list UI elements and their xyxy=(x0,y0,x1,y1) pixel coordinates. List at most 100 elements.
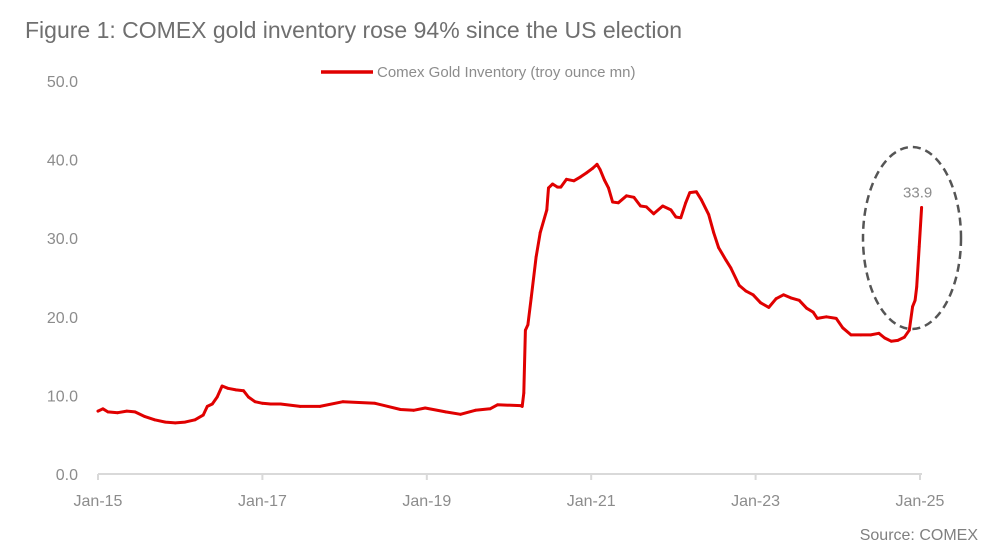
x-tick-label: Jan-23 xyxy=(731,493,780,510)
data-point xyxy=(205,405,209,408)
data-point xyxy=(717,246,720,250)
data-point xyxy=(215,395,219,399)
highlight-ellipse xyxy=(861,145,963,331)
data-point xyxy=(915,285,919,289)
data-point xyxy=(911,305,914,308)
data-point xyxy=(341,400,345,404)
data-point xyxy=(220,384,224,388)
data-point xyxy=(526,323,530,327)
data-point xyxy=(242,389,245,393)
data-point xyxy=(444,410,448,414)
data-point xyxy=(318,405,322,408)
data-point xyxy=(759,301,762,305)
data-point xyxy=(883,336,887,340)
data-point xyxy=(877,331,881,335)
data-point xyxy=(459,412,462,416)
data-point xyxy=(534,255,538,259)
data-point xyxy=(603,178,606,182)
data-point xyxy=(598,168,602,172)
data-point xyxy=(707,213,711,217)
data-point xyxy=(412,408,415,412)
data-point xyxy=(782,293,785,297)
data-point xyxy=(133,410,137,414)
data-point xyxy=(247,395,250,399)
data-point xyxy=(639,204,642,208)
data-point xyxy=(556,185,559,189)
x-tick-label: Jan-21 xyxy=(567,493,616,510)
data-point xyxy=(547,186,550,190)
data-point xyxy=(805,306,808,310)
data-point xyxy=(579,175,582,179)
data-point xyxy=(524,328,527,332)
data-point xyxy=(811,310,815,314)
data-point xyxy=(584,171,588,175)
data-point xyxy=(712,231,716,235)
source-note: Source: COMEX xyxy=(860,527,979,544)
data-point xyxy=(565,177,568,181)
data-point xyxy=(611,200,614,204)
data-point xyxy=(143,415,147,418)
data-point xyxy=(591,166,595,170)
chart-title: Figure 1: COMEX gold inventory rose 94% … xyxy=(25,17,682,43)
data-point xyxy=(551,182,554,186)
data-point xyxy=(774,297,778,301)
data-point xyxy=(841,326,845,330)
data-point xyxy=(859,333,863,337)
data-point xyxy=(896,339,900,342)
data-point xyxy=(616,201,620,205)
data-point xyxy=(106,410,110,414)
data-point xyxy=(849,333,853,337)
data-point xyxy=(473,408,477,412)
data-point xyxy=(889,339,893,343)
data-point xyxy=(153,418,157,422)
data-point xyxy=(815,317,819,320)
data-point xyxy=(644,205,648,209)
data-label-latest: 33.9 xyxy=(903,185,932,202)
data-point xyxy=(125,409,129,413)
y-tick-label: 30.0 xyxy=(47,231,78,248)
data-point xyxy=(737,284,741,287)
x-tick-label: Jan-15 xyxy=(74,493,123,510)
data-point xyxy=(789,296,793,300)
x-tick-label: Jan-19 xyxy=(402,493,451,510)
data-point xyxy=(724,258,728,262)
data-point xyxy=(226,386,230,390)
data-point xyxy=(545,208,549,212)
data-point xyxy=(751,293,755,297)
data-point xyxy=(399,408,402,411)
data-point xyxy=(193,418,197,422)
data-point xyxy=(488,407,492,411)
data-point xyxy=(907,328,911,332)
data-point xyxy=(116,411,120,415)
y-tick-label: 40.0 xyxy=(47,153,78,170)
legend: Comex Gold Inventory (troy ounce mn) xyxy=(321,64,635,81)
data-point xyxy=(669,208,673,212)
data-point xyxy=(913,298,917,302)
data-point xyxy=(767,306,771,309)
data-point xyxy=(674,215,678,219)
x-axis: Jan-15 Jan-17 Jan-19 Jan-21 Jan-23 Jan-25 xyxy=(74,473,945,510)
data-point xyxy=(253,400,257,404)
data-point xyxy=(423,406,427,410)
data-point xyxy=(96,409,100,413)
data-point xyxy=(607,186,610,190)
data-point xyxy=(520,405,524,408)
y-axis: 0.0 10.0 20.0 30.0 40.0 50.0 xyxy=(47,74,78,484)
legend-label: Comex Gold Inventory (troy ounce mn) xyxy=(377,64,635,81)
data-point xyxy=(695,190,698,194)
data-point xyxy=(522,391,526,395)
data-point xyxy=(920,206,923,209)
data-point xyxy=(632,195,636,199)
data-point xyxy=(373,401,377,405)
data-point xyxy=(298,405,302,408)
data-point xyxy=(699,198,703,202)
data-point xyxy=(538,231,542,235)
data-point xyxy=(595,162,599,166)
data-point xyxy=(869,333,873,337)
data-point xyxy=(572,179,576,183)
data-point xyxy=(279,402,282,406)
data-point xyxy=(529,296,533,300)
data-point xyxy=(625,194,628,198)
data-point xyxy=(269,402,272,406)
